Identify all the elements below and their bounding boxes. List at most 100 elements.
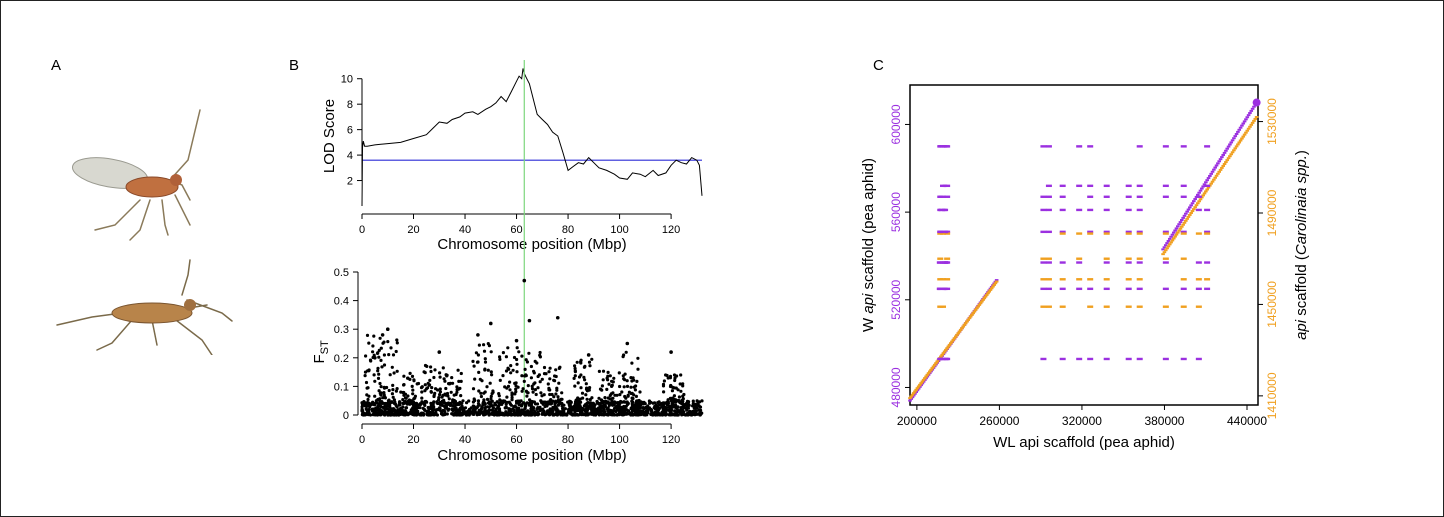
fst-point bbox=[568, 403, 572, 407]
pea-aphid-dot bbox=[1162, 357, 1169, 361]
carolinaia-dot bbox=[1214, 174, 1219, 177]
fst-point bbox=[483, 402, 487, 406]
pea-aphid-dot bbox=[1136, 184, 1143, 188]
fst-point bbox=[372, 353, 376, 357]
pea-aphid-dot bbox=[944, 145, 948, 148]
pea-aphid-dot bbox=[1180, 287, 1187, 291]
pea-aphid-dot bbox=[1136, 230, 1143, 234]
pea-aphid-dot bbox=[1162, 184, 1169, 188]
fst-point bbox=[459, 394, 463, 398]
fst-point bbox=[603, 403, 607, 407]
pea-aphid-dot bbox=[1179, 219, 1184, 222]
carolinaia-dot bbox=[949, 342, 953, 345]
carolinaia-dot bbox=[1180, 305, 1187, 308]
fst-point bbox=[444, 386, 448, 391]
fst-point bbox=[402, 383, 406, 387]
fst-point bbox=[631, 376, 635, 380]
fst-point bbox=[505, 395, 509, 399]
pea-aphid-dot bbox=[1076, 261, 1083, 264]
pea-aphid-dot bbox=[1162, 195, 1169, 198]
fst-point bbox=[387, 405, 392, 409]
fst-point bbox=[605, 407, 609, 411]
fst-point bbox=[678, 410, 682, 414]
fst-point bbox=[498, 355, 502, 359]
fst-point bbox=[436, 401, 440, 406]
pea-aphid-dot bbox=[1204, 184, 1211, 188]
carolinaia-dot bbox=[1188, 213, 1192, 216]
pea-aphid-dot bbox=[1045, 195, 1052, 198]
fst-point bbox=[373, 379, 377, 383]
fst-point bbox=[383, 396, 387, 400]
fst-point bbox=[410, 384, 414, 388]
x-tick-label: 20 bbox=[407, 434, 419, 446]
pea-aphid-dot bbox=[1162, 287, 1169, 291]
fst-point bbox=[482, 411, 486, 415]
pea-aphid-dot bbox=[1125, 357, 1132, 361]
fst-point bbox=[447, 382, 451, 386]
pea-aphid-dot bbox=[1163, 244, 1168, 247]
carolinaia-dot bbox=[919, 382, 923, 385]
pea-aphid-dot bbox=[1186, 208, 1191, 211]
carolinaia-dot bbox=[1236, 143, 1240, 146]
carolinaia-dot bbox=[918, 383, 922, 386]
fst-point bbox=[402, 393, 406, 397]
fst-point bbox=[403, 396, 408, 400]
fst-point bbox=[382, 353, 386, 357]
fst-point bbox=[671, 400, 675, 404]
fst-point bbox=[530, 384, 534, 388]
fst-point bbox=[381, 396, 385, 400]
fst-point bbox=[695, 412, 699, 416]
pea-aphid-dot bbox=[1170, 233, 1175, 236]
fst-point bbox=[573, 374, 577, 378]
carolinaia-dot bbox=[1040, 257, 1047, 260]
fst-point bbox=[603, 410, 607, 414]
pea-aphid-dot bbox=[1173, 229, 1177, 232]
fst-point bbox=[486, 405, 490, 409]
pea-aphid-dot bbox=[1087, 357, 1094, 361]
pea-aphid-dot bbox=[1197, 191, 1201, 194]
y-right-tick-label: 1530000 bbox=[1265, 98, 1279, 145]
x-tick-label: 60 bbox=[510, 434, 522, 446]
fst-point bbox=[621, 410, 625, 414]
fst-point bbox=[632, 385, 636, 389]
fst-point bbox=[576, 396, 580, 400]
fst-point bbox=[506, 346, 510, 350]
pea-aphid-dot bbox=[1162, 145, 1169, 148]
pea-aphid-dot bbox=[1045, 230, 1052, 234]
fst-point bbox=[602, 413, 606, 417]
carolinaia-dot bbox=[968, 315, 973, 318]
carolinaia-dot bbox=[1230, 151, 1235, 154]
fst-point bbox=[397, 413, 401, 417]
carolinaia-dot bbox=[911, 392, 916, 395]
pea-aphid-dot bbox=[939, 261, 943, 264]
fst-point bbox=[452, 398, 456, 403]
fst-point bbox=[580, 391, 585, 395]
pea-aphid-dot bbox=[1087, 208, 1094, 212]
fst-point bbox=[597, 406, 601, 410]
fst-point bbox=[630, 361, 634, 365]
carolinaia-dot bbox=[1103, 257, 1110, 260]
fst-point bbox=[394, 389, 398, 393]
carolinaia-dot bbox=[1237, 141, 1242, 144]
fst-point bbox=[360, 407, 364, 411]
pea-aphid-dot bbox=[1076, 145, 1083, 148]
carolinaia-dot bbox=[946, 345, 951, 348]
pea-aphid-dot bbox=[908, 399, 912, 402]
pea-aphid-dot bbox=[937, 230, 941, 234]
fst-point bbox=[522, 379, 526, 383]
fst-point bbox=[605, 387, 609, 391]
lod-line bbox=[361, 68, 703, 207]
fst-outlier-point bbox=[437, 350, 442, 354]
fst-point bbox=[377, 389, 381, 393]
y-tick-label: 10 bbox=[341, 74, 353, 86]
carolinaia-dot bbox=[928, 370, 932, 373]
fst-point bbox=[402, 401, 407, 405]
fst-point bbox=[666, 401, 670, 405]
fst-point bbox=[532, 382, 536, 386]
fst-point bbox=[665, 373, 669, 378]
fst-point bbox=[432, 375, 436, 380]
fst-point bbox=[587, 388, 591, 392]
fst-point bbox=[529, 364, 533, 369]
fst-point bbox=[513, 381, 517, 385]
fst-point bbox=[691, 404, 695, 408]
